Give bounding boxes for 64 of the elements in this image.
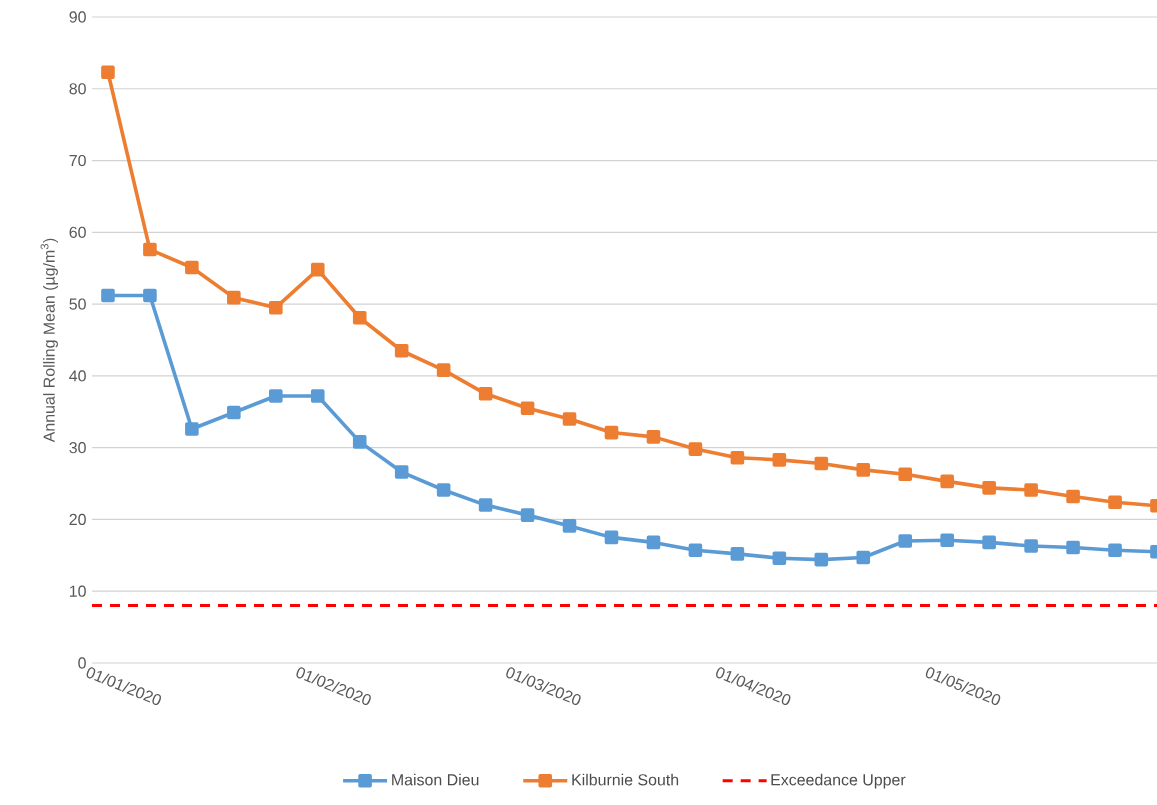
y-tick-label: 60 bbox=[69, 226, 86, 238]
point bbox=[562, 519, 577, 533]
y-tick-label: 70 bbox=[69, 154, 86, 167]
point bbox=[436, 483, 451, 497]
point bbox=[227, 405, 241, 420]
point bbox=[269, 389, 283, 403]
y-tick-label: 50 bbox=[69, 298, 86, 310]
point bbox=[310, 262, 325, 277]
point bbox=[1108, 543, 1122, 558]
point bbox=[646, 535, 661, 550]
point bbox=[436, 363, 451, 377]
point bbox=[394, 343, 409, 358]
point bbox=[772, 551, 787, 565]
point bbox=[520, 508, 535, 522]
point bbox=[562, 412, 577, 426]
point bbox=[940, 474, 954, 489]
point bbox=[1024, 539, 1038, 553]
point bbox=[478, 498, 493, 512]
point bbox=[352, 310, 367, 325]
point bbox=[646, 430, 661, 444]
y-tick-label: 90 bbox=[69, 11, 86, 23]
point bbox=[101, 288, 115, 303]
point bbox=[898, 467, 913, 482]
y-tick-label: 20 bbox=[69, 513, 86, 526]
point bbox=[352, 435, 367, 449]
point bbox=[101, 65, 115, 80]
point bbox=[730, 450, 745, 465]
point bbox=[1066, 540, 1080, 555]
point bbox=[143, 288, 157, 303]
y-tick-label: 10 bbox=[69, 585, 86, 597]
y-tick-label: 80 bbox=[69, 83, 86, 95]
point bbox=[688, 543, 703, 558]
y-tick-label: 40 bbox=[69, 370, 86, 382]
point bbox=[394, 465, 409, 479]
legend-label: Kilburnie South bbox=[572, 773, 679, 786]
y-tick-label: 30 bbox=[69, 442, 86, 454]
point bbox=[982, 481, 996, 495]
point bbox=[814, 456, 829, 471]
point bbox=[982, 535, 996, 550]
point bbox=[1066, 489, 1080, 504]
point bbox=[185, 260, 199, 275]
point bbox=[269, 300, 283, 315]
point bbox=[227, 290, 241, 305]
point bbox=[143, 242, 157, 257]
point bbox=[898, 534, 913, 548]
point bbox=[310, 389, 325, 403]
point bbox=[520, 401, 535, 415]
point bbox=[772, 453, 787, 467]
y-axis-title: Annual Rolling Mean (µg/m$^{3}$) bbox=[40, 238, 58, 443]
legend-label: Exceedance Upper bbox=[771, 773, 906, 789]
point bbox=[604, 530, 619, 545]
y-tick-label: 0 bbox=[78, 657, 86, 669]
point bbox=[940, 533, 954, 548]
legend-label: Maison Dieu bbox=[392, 773, 479, 786]
point bbox=[1108, 495, 1122, 509]
point bbox=[1024, 483, 1038, 497]
point bbox=[856, 550, 871, 565]
point bbox=[856, 463, 871, 477]
point bbox=[730, 547, 745, 561]
point bbox=[814, 552, 829, 567]
point bbox=[604, 425, 619, 440]
point bbox=[478, 387, 493, 401]
point bbox=[688, 442, 703, 456]
point bbox=[185, 422, 199, 436]
